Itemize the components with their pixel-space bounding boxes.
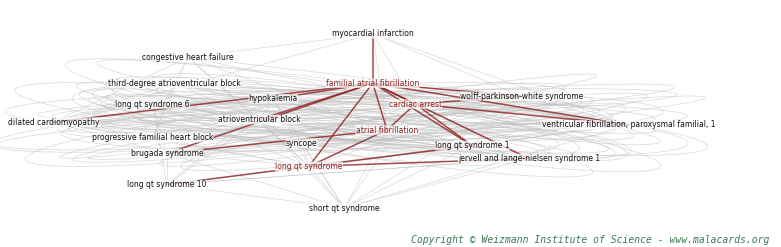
Text: brugada syndrome: brugada syndrome bbox=[130, 149, 203, 158]
Text: atrial fibrillation: atrial fibrillation bbox=[356, 125, 418, 135]
Text: long qt syndrome 6: long qt syndrome 6 bbox=[116, 100, 190, 108]
Text: Copyright © Weizmann Institute of Science - www.malacards.org: Copyright © Weizmann Institute of Scienc… bbox=[411, 235, 769, 245]
Text: dilated cardiomyopathy: dilated cardiomyopathy bbox=[8, 118, 99, 127]
Text: myocardial infarction: myocardial infarction bbox=[332, 29, 414, 38]
Text: progressive familial heart block: progressive familial heart block bbox=[92, 133, 213, 142]
Text: third-degree atrioventricular block: third-degree atrioventricular block bbox=[108, 79, 241, 88]
Text: short qt syndrome: short qt syndrome bbox=[309, 204, 380, 212]
Text: congestive heart failure: congestive heart failure bbox=[142, 53, 234, 62]
Text: ventricular fibrillation, paroxysmal familial, 1: ventricular fibrillation, paroxysmal fam… bbox=[541, 120, 715, 129]
Text: long qt syndrome: long qt syndrome bbox=[275, 162, 343, 171]
Text: atrioventricular block: atrioventricular block bbox=[218, 115, 301, 124]
Text: wolff-parkinson-white syndrome: wolff-parkinson-white syndrome bbox=[460, 92, 583, 101]
Text: hypokalemia: hypokalemia bbox=[248, 94, 298, 103]
Text: long qt syndrome 1: long qt syndrome 1 bbox=[435, 141, 509, 150]
Text: familial atrial fibrillation: familial atrial fibrillation bbox=[326, 79, 419, 88]
Text: jervell and lange-nielsen syndrome 1: jervell and lange-nielsen syndrome 1 bbox=[458, 154, 600, 163]
Text: syncope: syncope bbox=[286, 139, 318, 147]
Text: long qt syndrome 10: long qt syndrome 10 bbox=[127, 180, 206, 189]
Text: cardiac arrest: cardiac arrest bbox=[389, 100, 442, 108]
